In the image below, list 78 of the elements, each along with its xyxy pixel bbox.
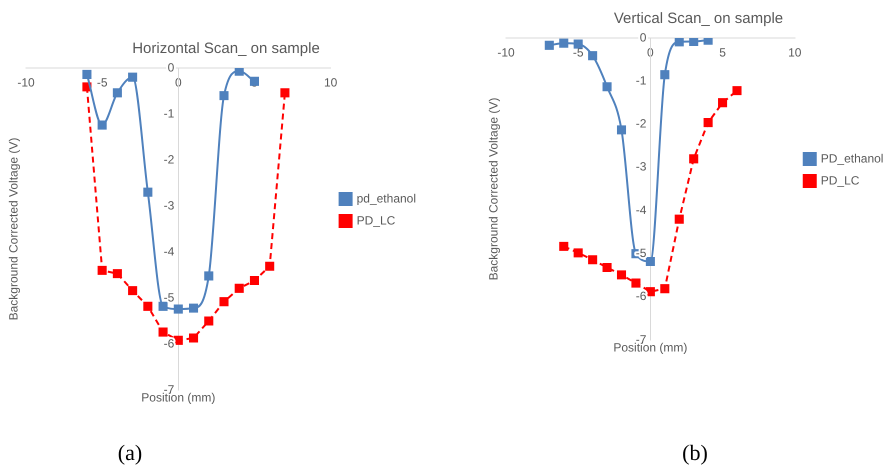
point — [234, 68, 244, 76]
point — [588, 51, 598, 60]
point — [204, 316, 214, 326]
point — [82, 70, 92, 79]
point — [588, 255, 598, 264]
y-tick-label: -4 — [636, 202, 647, 217]
point — [544, 40, 554, 50]
point — [250, 76, 259, 86]
point — [646, 287, 655, 296]
y-tick-label: -4 — [164, 244, 175, 258]
point — [219, 297, 229, 306]
point — [718, 98, 728, 108]
point — [602, 262, 612, 272]
y-tick-label: 0 — [168, 60, 175, 74]
point — [174, 304, 183, 314]
point — [112, 88, 122, 98]
chart-title: Vertical Scan_ on sample — [614, 10, 784, 28]
point — [660, 70, 670, 80]
legend-label: PD_LC — [356, 213, 396, 228]
y-tick-label: -2 — [636, 116, 647, 131]
point — [674, 38, 684, 46]
y-tick-label: -1 — [636, 73, 647, 88]
point — [616, 125, 626, 134]
point — [234, 284, 244, 293]
point — [704, 118, 713, 128]
x-tick-label: 5 — [719, 46, 726, 60]
point — [616, 270, 626, 280]
point — [660, 284, 670, 294]
point — [704, 38, 713, 45]
point — [631, 278, 640, 288]
text: (a) — [116, 440, 144, 466]
point — [574, 248, 583, 258]
point — [158, 328, 168, 337]
point — [189, 304, 198, 313]
legend-label: PD_LC — [820, 173, 860, 188]
point — [559, 242, 568, 251]
point — [689, 154, 698, 164]
point — [250, 276, 259, 286]
y-tick-label: -1 — [164, 106, 175, 120]
point — [189, 333, 198, 343]
legend-label: PD_ethanol — [820, 151, 884, 166]
x-tick-label: -5 — [572, 46, 584, 60]
x-tick-label: 10 — [788, 46, 802, 60]
point — [112, 269, 122, 278]
point — [265, 262, 274, 271]
y-tick-label: -6 — [636, 289, 647, 304]
point — [280, 88, 290, 98]
legend-label: pd_ethanol — [356, 191, 416, 206]
point — [128, 286, 138, 296]
y-tick-label: 0 — [640, 30, 647, 44]
point — [602, 82, 612, 92]
text: (b) — [681, 440, 709, 466]
point — [559, 38, 568, 48]
y-tick-label: -3 — [164, 198, 175, 212]
x-tick-label: -5 — [96, 76, 108, 90]
point — [143, 302, 152, 311]
x-tick-label: 10 — [324, 76, 338, 90]
point — [732, 86, 742, 96]
point — [158, 302, 168, 311]
point — [219, 91, 229, 100]
point — [204, 271, 214, 280]
x-tick-label: -10 — [497, 46, 515, 60]
point — [128, 72, 138, 82]
point — [98, 120, 107, 130]
point — [143, 188, 152, 197]
y-tick-label: -6 — [164, 336, 175, 350]
point — [574, 40, 583, 49]
y-tick-label: -3 — [636, 160, 647, 174]
point — [98, 266, 107, 275]
y-tick-label: -5 — [164, 290, 175, 304]
x-tick-label: -10 — [17, 76, 35, 90]
point — [646, 256, 655, 266]
y-axis-title: Background Corrected Voltage (V) — [486, 98, 500, 280]
chart-title: Horizontal Scan_ on sample — [132, 40, 320, 58]
y-tick-label: -2 — [164, 152, 175, 166]
point — [674, 214, 684, 224]
y-axis-title: Background Corrected Voltage (V) — [6, 138, 20, 320]
point — [689, 38, 698, 46]
